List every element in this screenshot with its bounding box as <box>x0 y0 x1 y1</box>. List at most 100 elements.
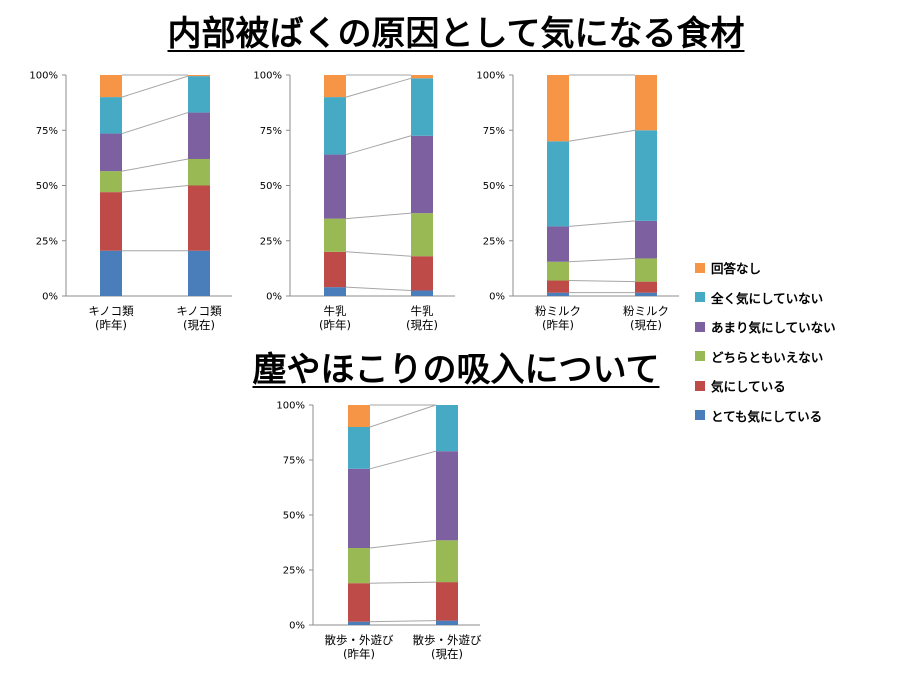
series-line <box>345 77 412 98</box>
x-tick-label: (昨年) <box>542 318 574 332</box>
x-tick-label: 散歩・外遊び <box>325 633 394 647</box>
series-line <box>345 135 412 156</box>
y-tick-label: 100% <box>29 71 58 82</box>
bar-segment <box>348 405 370 427</box>
bar-segment <box>436 582 458 621</box>
bar-segment <box>324 287 346 296</box>
x-tick-label: 粉ミルク <box>535 304 581 318</box>
bar-segment <box>324 251 346 288</box>
x-tick-label: (現在) <box>630 318 662 332</box>
x-tick-label: 牛乳 <box>411 304 434 318</box>
bar-segment <box>100 133 122 172</box>
x-tick-label: (現在) <box>183 318 215 332</box>
y-tick-label: 50% <box>260 181 282 192</box>
bar-segment <box>324 154 346 219</box>
bar-segment <box>188 76 210 113</box>
bar-segment <box>547 141 569 227</box>
y-tick-label: 100% <box>253 71 282 82</box>
y-tick-label: 0% <box>489 292 505 303</box>
legend-item: とても気にしている <box>695 401 836 431</box>
y-tick-label: 75% <box>36 126 58 137</box>
bar-segment <box>635 130 657 221</box>
bar-segment <box>635 75 657 131</box>
bar-segment <box>348 468 370 548</box>
bar-segment <box>547 261 569 281</box>
series-line <box>369 620 437 623</box>
bar-segment <box>547 226 569 262</box>
bar-segment <box>436 405 458 452</box>
bar-segment <box>411 78 433 136</box>
y-tick-label: 75% <box>283 456 305 467</box>
bar-segment <box>436 540 458 583</box>
bar-segment <box>188 185 210 251</box>
bar-segment <box>100 97 122 134</box>
y-tick-label: 50% <box>483 181 505 192</box>
bar-segment <box>188 158 210 186</box>
y-tick-label: 25% <box>36 236 58 247</box>
x-tick-label: キノコ類 <box>88 304 134 318</box>
bar-segment <box>348 548 370 584</box>
series-line <box>345 286 412 291</box>
bar-segment <box>348 621 370 625</box>
y-tick-label: 75% <box>483 126 505 137</box>
series-line <box>121 185 189 193</box>
bar-segment <box>188 75 210 77</box>
bar-segment <box>324 218 346 252</box>
legend-item: あまり気にしていない <box>695 312 836 342</box>
main-title: 内部被ばくの原因として気になる食材 <box>167 14 745 54</box>
legend-swatch <box>695 351 705 362</box>
bar-segment <box>635 220 657 259</box>
bar-segment <box>100 75 122 98</box>
series-line <box>369 404 437 428</box>
bar-segment <box>188 112 210 159</box>
y-tick-label: 100% <box>476 71 505 82</box>
series-line <box>568 129 636 142</box>
bar-segment <box>411 75 433 79</box>
x-tick-label: キノコ類 <box>176 304 222 318</box>
bar-segment <box>547 280 569 293</box>
x-tick-label: (昨年) <box>95 318 127 332</box>
bar-segment <box>100 171 122 193</box>
legend-label: とても気にしている <box>711 408 823 424</box>
legend-item: 気にしている <box>695 371 836 401</box>
series-line <box>121 112 189 135</box>
legend-label: 気にしている <box>711 379 786 395</box>
bar-segment <box>188 250 210 296</box>
bar-segment <box>635 292 657 296</box>
y-tick-label: 50% <box>36 181 58 192</box>
bar-segment <box>436 451 458 541</box>
series-line <box>345 212 412 220</box>
bar-segment <box>324 97 346 155</box>
x-tick-label: (現在) <box>406 318 438 332</box>
x-tick-label: 牛乳 <box>324 304 347 318</box>
bar-segment <box>411 135 433 214</box>
legend-swatch <box>695 292 705 303</box>
series-line <box>121 158 189 172</box>
legend-swatch <box>695 410 705 421</box>
bar-segment <box>100 250 122 296</box>
series-line <box>369 539 437 549</box>
y-tick-label: 100% <box>276 401 305 412</box>
series-line <box>568 257 636 263</box>
bar-segment <box>436 620 458 625</box>
bar-segment <box>635 281 657 293</box>
chart-legend: 回答なし 全く気にしていない あまり気にしていない どちらともいえない 気にして… <box>695 253 836 430</box>
bar-segment <box>547 75 569 142</box>
legend-swatch <box>695 321 705 332</box>
legend-item: 全く気にしていない <box>695 283 836 313</box>
y-tick-label: 75% <box>260 126 282 137</box>
bar-segment <box>635 258 657 282</box>
legend-label: どちらともいえない <box>711 349 824 365</box>
bar-segment <box>411 290 433 296</box>
bar-segment <box>324 75 346 98</box>
legend-item: どちらともいえない <box>695 342 836 372</box>
series-line <box>345 251 412 257</box>
series-line <box>369 450 437 470</box>
series-line <box>568 280 636 283</box>
series-line <box>369 581 437 584</box>
y-tick-label: 50% <box>283 511 305 522</box>
y-tick-label: 25% <box>483 236 505 247</box>
x-tick-label: 粉ミルク <box>623 304 669 318</box>
sub-title: 塵やほこりの吸入について <box>252 350 660 390</box>
